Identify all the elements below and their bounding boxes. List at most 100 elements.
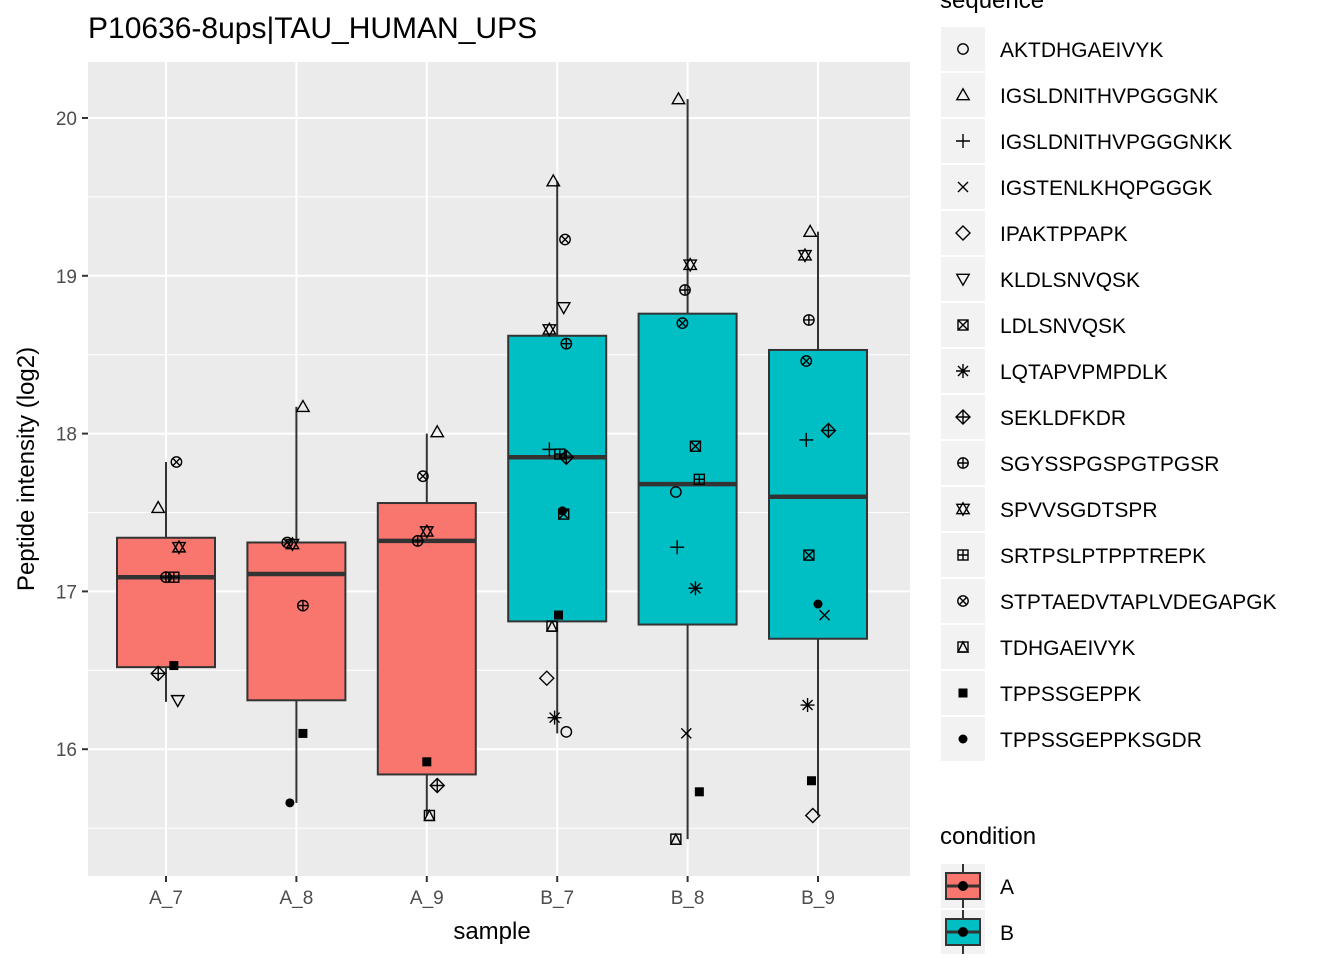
point-A_7	[150, 665, 167, 682]
legend-key	[941, 257, 985, 301]
legend-label: SGYSSPGSPGTPGSR	[1000, 453, 1219, 476]
legend-key-shape	[955, 87, 971, 101]
point-B_9	[813, 599, 823, 609]
legend-label: TPPSSGEPPK	[1000, 683, 1141, 706]
legend-key-shape	[956, 640, 970, 653]
legend-label: A	[1000, 876, 1014, 899]
point-B_7	[542, 442, 557, 457]
point-B_9	[803, 549, 815, 561]
legend-key-shape	[957, 549, 969, 561]
legend-key-dot	[958, 881, 968, 891]
point-A_8	[285, 798, 295, 808]
y-tick-label: 20	[56, 109, 77, 130]
chart-title: P10636-8ups|TAU_HUMAN_UPS	[88, 12, 537, 45]
legend-key-shape	[957, 319, 969, 331]
point-B_9	[819, 609, 831, 621]
x-tick-label: A_8	[279, 888, 313, 909]
legend-key-shape	[957, 595, 969, 607]
point-B_8	[669, 832, 682, 845]
legend-label: IGSTENLKHQPGGGK	[1000, 177, 1212, 200]
legend-label: SRTPSLPTPPTREPK	[1000, 545, 1206, 568]
point-A_7	[170, 694, 186, 708]
legend-key-dot	[958, 927, 968, 937]
legend-key-shape	[957, 181, 969, 193]
legend-key-shape	[956, 364, 970, 378]
x-tick-label: A_7	[149, 888, 183, 909]
point-A_7	[169, 661, 179, 671]
legend-label: LQTAPVPMPDLK	[1000, 361, 1168, 384]
point-A_8	[297, 599, 309, 612]
box-B_7	[507, 334, 608, 623]
legend-label: SEKLDFKDR	[1000, 407, 1126, 430]
point-A_8	[295, 399, 311, 413]
point-B_7	[556, 302, 572, 315]
point-B_8	[671, 91, 686, 105]
point-B_8	[688, 581, 703, 596]
legend-key	[941, 487, 985, 531]
point-A_7	[170, 456, 183, 468]
legend-label: IPAKTPPAPK	[1000, 223, 1128, 246]
point-B_7	[560, 725, 573, 738]
x-tick-label: B_7	[540, 888, 574, 909]
point-B_9	[804, 807, 821, 824]
y-tick-label: 19	[56, 267, 77, 288]
condition-legend-title: condition	[940, 823, 1036, 850]
point-B_8	[694, 787, 704, 797]
legend-key-shape	[955, 273, 971, 287]
point-B_8	[693, 473, 706, 486]
point-A_7	[168, 571, 180, 583]
point-B_7	[545, 619, 559, 632]
y-tick-label: 16	[56, 740, 77, 761]
point-B_9	[802, 224, 818, 237]
legend-key-shape	[958, 688, 968, 698]
point-A_9	[422, 757, 432, 767]
legend-key	[941, 625, 985, 669]
point-B_9	[802, 314, 815, 326]
point-B_8	[670, 540, 685, 555]
point-B_9	[800, 698, 815, 713]
y-axis-title: Peptide intensity (log2)	[13, 347, 40, 591]
legend-key-shape	[957, 457, 969, 469]
point-B_9	[820, 422, 837, 439]
point-B_8	[680, 727, 692, 739]
legend-key-shape	[957, 43, 969, 55]
legend-key	[941, 211, 985, 255]
point-A_9	[416, 470, 429, 483]
legend-key-shape	[955, 225, 971, 241]
sequence-legend: sequence AKTDHGAEIVYK IGSLDNITHVPGGGNK IGSL…	[940, 0, 1277, 761]
point-A_9	[423, 808, 436, 822]
y-tick-label: 17	[56, 582, 77, 603]
data-points	[150, 91, 837, 845]
box-B_8	[637, 312, 738, 626]
point-B_8	[682, 257, 698, 273]
point-A_9	[419, 523, 435, 540]
legend-label: KLDLSNVQSK	[1000, 269, 1140, 292]
point-A_9	[429, 424, 445, 438]
point-A_9	[411, 535, 424, 547]
box-A_8	[246, 541, 347, 702]
point-B_7	[557, 506, 567, 516]
point-B_7	[554, 448, 566, 460]
x-axis-title: sample	[453, 918, 530, 945]
point-A_7	[171, 539, 187, 555]
point-A_8	[298, 728, 308, 738]
legend-label: B	[1000, 922, 1014, 945]
point-B_7	[558, 449, 575, 466]
point-B_8	[669, 486, 682, 498]
legend-label: STPTAEDVTAPLVDEGAPGK	[1000, 591, 1277, 614]
sequence-legend-title: sequence	[940, 0, 1044, 14]
point-B_7	[541, 321, 557, 338]
x-tick-label: A_9	[410, 888, 444, 909]
point-B_7	[538, 670, 555, 687]
point-B_9	[806, 776, 816, 786]
x-tick-label: B_9	[801, 888, 835, 909]
legend-key-shape	[958, 734, 968, 744]
point-B_9	[799, 432, 814, 447]
point-B_7	[545, 173, 561, 187]
y-tick-label: 18	[56, 425, 77, 446]
legend-key-shape	[955, 501, 971, 517]
x-axis: A_7 A_8 A_9 B_7 B_8 B_9	[149, 876, 835, 909]
legend-label: AKTDHGAEIVYK	[1000, 39, 1163, 62]
point-B_7	[547, 710, 562, 725]
